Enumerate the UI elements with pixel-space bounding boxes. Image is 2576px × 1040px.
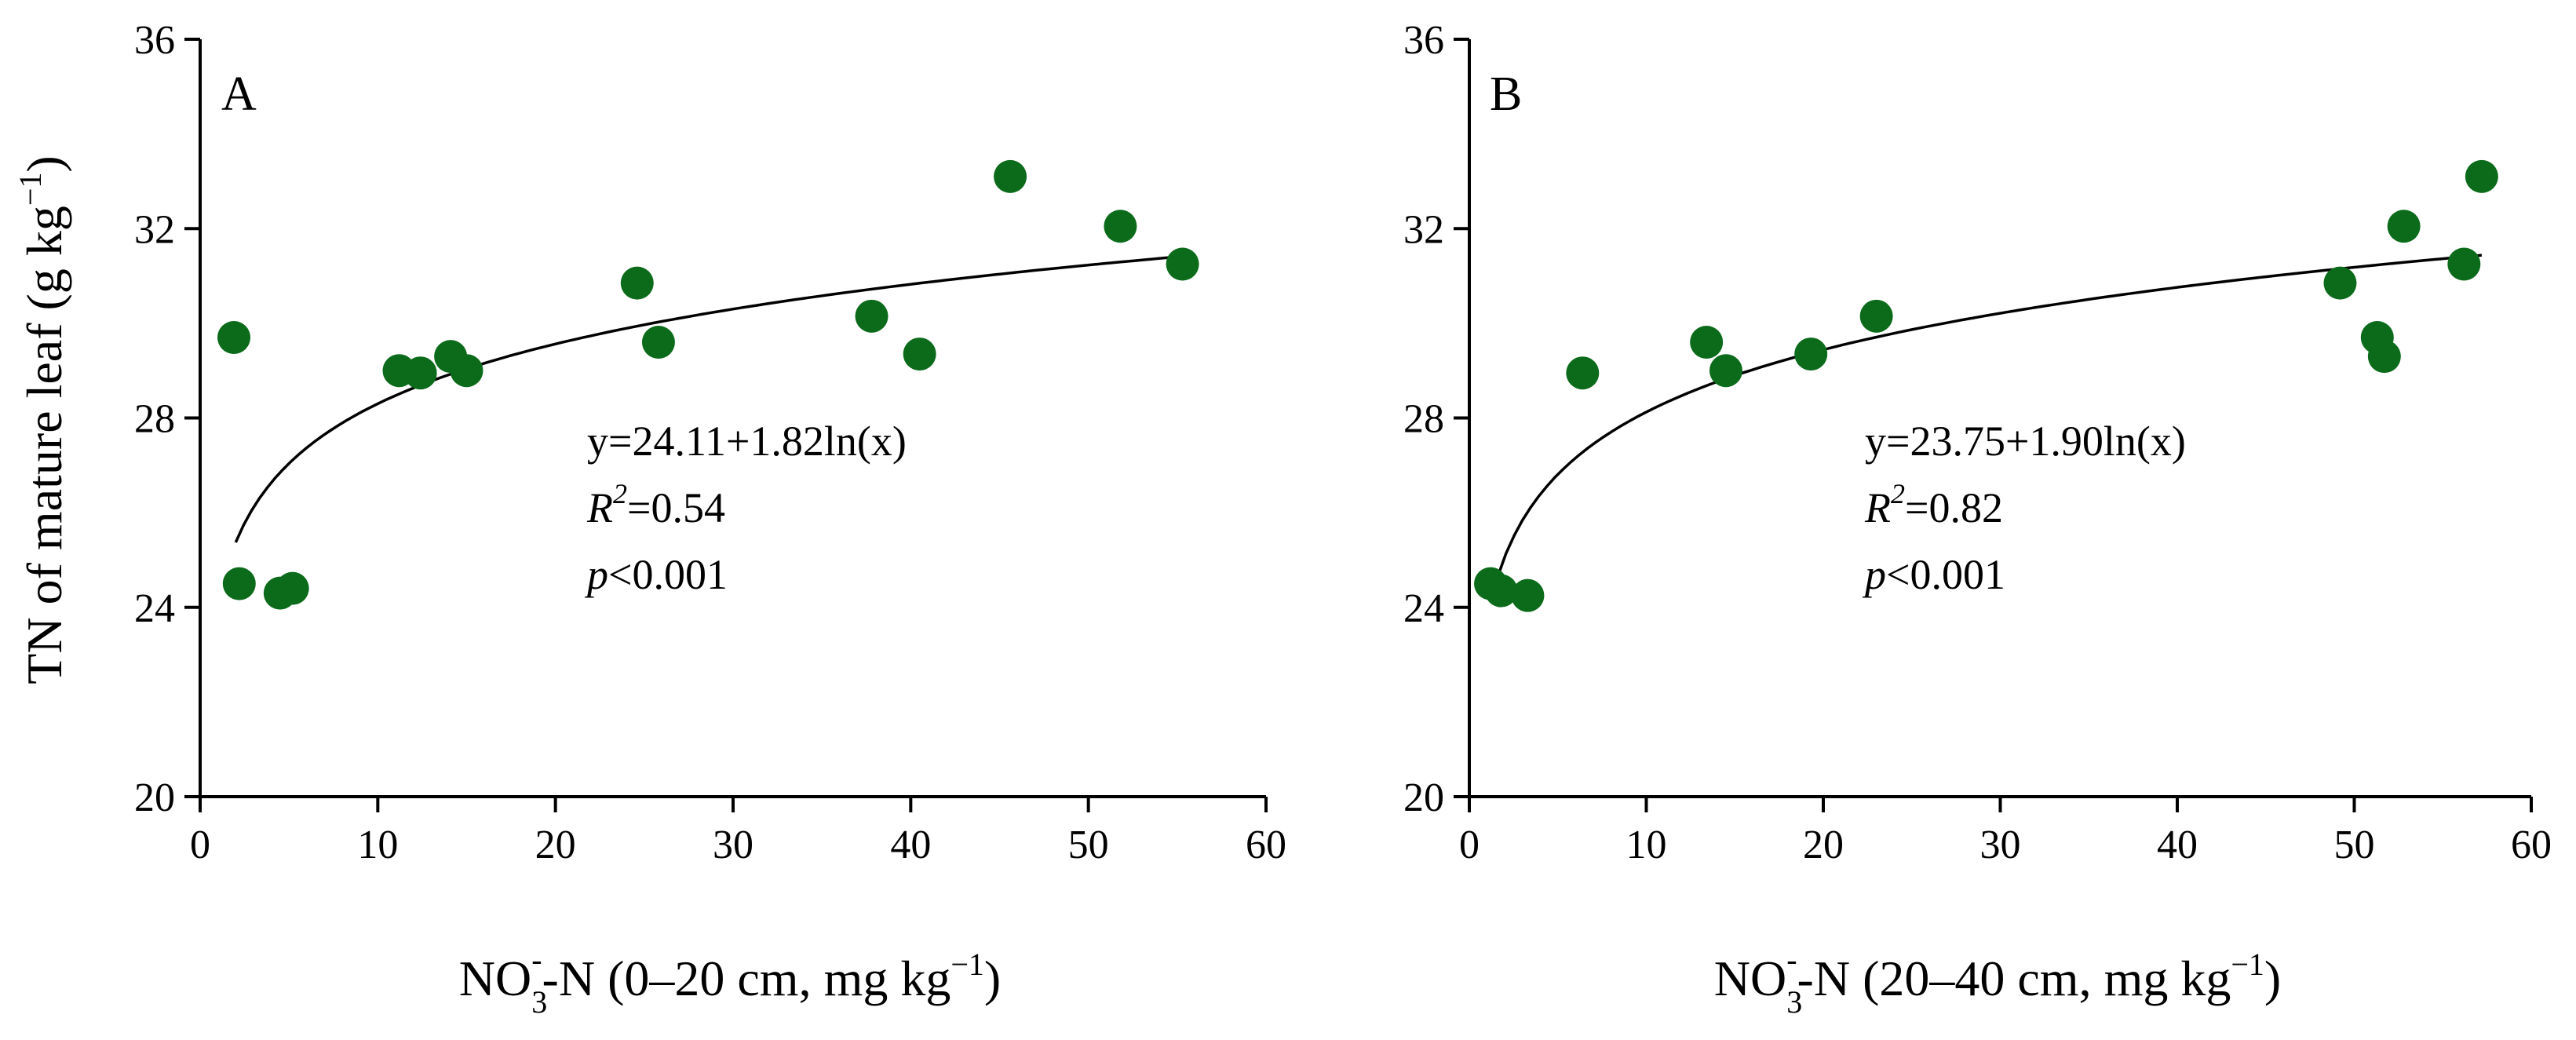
data-point-a-12 bbox=[994, 159, 1027, 193]
x-tick-label-a-40: 40 bbox=[890, 823, 931, 867]
data-point-a-0 bbox=[217, 320, 251, 354]
x-tick-label-b-10: 10 bbox=[1626, 823, 1667, 867]
y-tick-label-a-20: 20 bbox=[134, 775, 175, 820]
y-tick-label-b-28: 28 bbox=[1403, 397, 1444, 442]
y-tick-label-a-36: 36 bbox=[134, 18, 175, 63]
panel-a: A y=24.11+1.82ln(x) R2=0.54 p<0.001 NO3-… bbox=[134, 18, 1286, 1020]
data-point-b-3 bbox=[1566, 356, 1600, 390]
x-tick-label-b-0: 0 bbox=[1459, 823, 1480, 867]
data-point-a-3 bbox=[275, 571, 309, 605]
fit-curve-b bbox=[1496, 254, 2483, 578]
data-point-a-13 bbox=[1104, 210, 1137, 243]
panel-label-a: A bbox=[221, 68, 257, 121]
p-value-b: p<0.001 bbox=[1862, 551, 2005, 598]
y-axis-title: TN of mature leaf (g kg−1) bbox=[13, 155, 72, 684]
p-value-a: p<0.001 bbox=[584, 551, 728, 598]
data-point-b-7 bbox=[1859, 299, 1893, 333]
data-point-b-11 bbox=[2387, 210, 2421, 243]
y-tick-label-b-20: 20 bbox=[1403, 775, 1444, 820]
data-point-a-7 bbox=[450, 354, 483, 388]
data-point-b-8 bbox=[2323, 266, 2357, 300]
data-point-b-5 bbox=[1709, 354, 1742, 388]
data-point-b-10 bbox=[2367, 340, 2401, 374]
data-point-a-14 bbox=[1166, 247, 1199, 281]
x-axis-title-a: NO3--N (0–20 cm, mg kg−1) bbox=[459, 942, 1001, 1020]
y-tick-label-a-32: 32 bbox=[134, 207, 175, 252]
data-point-a-11 bbox=[903, 338, 936, 371]
y-tick-label-b-32: 32 bbox=[1403, 207, 1444, 252]
x-tick-label-b-60: 60 bbox=[2511, 823, 2552, 867]
data-point-b-13 bbox=[2465, 159, 2498, 193]
panel-b: B y=23.75+1.90ln(x) R2=0.82 p<0.001 NO3-… bbox=[1403, 18, 2552, 1020]
y-axis-title-sup: −1 bbox=[13, 173, 48, 206]
x-tick-label-a-10: 10 bbox=[357, 823, 398, 867]
r2-b: R2=0.82 bbox=[1864, 478, 2003, 531]
data-point-b-2 bbox=[1511, 578, 1545, 612]
equation-b: y=23.75+1.90ln(x) bbox=[1865, 418, 2186, 465]
x-tick-label-b-50: 50 bbox=[2334, 823, 2375, 867]
data-point-b-1 bbox=[1484, 574, 1518, 608]
data-point-a-9 bbox=[641, 326, 675, 359]
data-point-a-8 bbox=[620, 266, 654, 300]
fit-curve-a bbox=[234, 254, 1183, 543]
data-point-b-6 bbox=[1794, 338, 1828, 371]
equation-a: y=24.11+1.82ln(x) bbox=[587, 418, 907, 465]
r2-a: R2=0.54 bbox=[586, 478, 725, 531]
data-point-a-10 bbox=[855, 299, 888, 333]
x-tick-label-b-30: 30 bbox=[1980, 823, 2021, 867]
y-tick-label-a-24: 24 bbox=[134, 586, 175, 631]
x-tick-label-a-0: 0 bbox=[190, 823, 210, 867]
y-tick-label-b-36: 36 bbox=[1403, 18, 1444, 63]
x-tick-label-a-30: 30 bbox=[713, 823, 753, 867]
x-tick-label-a-60: 60 bbox=[1246, 823, 1286, 867]
x-tick-label-a-50: 50 bbox=[1068, 823, 1109, 867]
panel-label-b: B bbox=[1490, 68, 1522, 121]
x-tick-label-b-20: 20 bbox=[1803, 823, 1844, 867]
y-tick-label-b-24: 24 bbox=[1403, 586, 1444, 631]
data-point-b-4 bbox=[1690, 326, 1724, 359]
x-axis-title-b: NO3--N (20–40 cm, mg kg−1) bbox=[1714, 942, 2281, 1020]
data-point-a-5 bbox=[403, 356, 437, 390]
data-point-b-12 bbox=[2447, 247, 2481, 281]
x-tick-label-b-40: 40 bbox=[2157, 823, 2198, 867]
data-point-a-1 bbox=[222, 567, 256, 600]
y-tick-label-a-28: 28 bbox=[134, 397, 175, 442]
x-tick-label-a-20: 20 bbox=[535, 823, 576, 867]
